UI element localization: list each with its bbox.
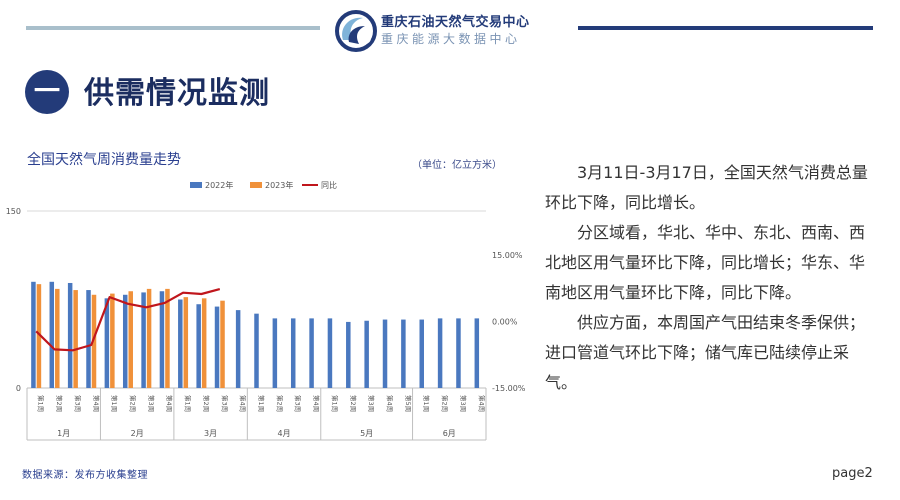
bar-2023 xyxy=(146,288,152,388)
bar-2022 xyxy=(159,291,165,388)
bar-2022 xyxy=(49,281,55,388)
yoy-line xyxy=(35,288,221,352)
bar-2022 xyxy=(86,290,91,388)
x-tick-label: 第2周 xyxy=(349,395,358,412)
analysis-text: 3月11日-3月17日，全国天然气消费总量环比下降，同比增长。 分区域看，华北、… xyxy=(545,158,873,398)
bar-2022 xyxy=(254,313,259,388)
analysis-paragraph-2: 分区域看，华北、华中、东北、西南、西北地区用气量环比下降，同比增长；华东、华南地… xyxy=(545,223,866,302)
y-tick-label: 150 xyxy=(6,207,21,216)
bar-2022 xyxy=(419,319,424,388)
x-tick-label: 第3周 xyxy=(367,395,376,412)
bar-2022 xyxy=(456,318,461,388)
bar-2023 xyxy=(220,300,225,388)
section-title: 供需情况监测 xyxy=(84,76,270,111)
x-tick-label: 第3周 xyxy=(147,395,156,412)
bar-2022 xyxy=(141,292,146,388)
month-label: 5月 xyxy=(360,429,373,438)
bar-2022 xyxy=(31,281,36,388)
bar-2022 xyxy=(104,298,110,388)
x-tick-label: 第3周 xyxy=(73,395,82,412)
legend-label-yoy: 同比 xyxy=(321,180,337,190)
x-tick-label: 第3周 xyxy=(459,395,468,412)
x-tick-label: 第4周 xyxy=(477,395,486,412)
analysis-paragraph-1: 3月11日-3月17日，全国天然气消费总量环比下降，同比增长。 xyxy=(545,163,868,212)
bar-2022 xyxy=(214,306,220,388)
x-tick-label: 第1周 xyxy=(330,395,339,412)
x-tick-label: 第1周 xyxy=(422,395,431,412)
page-number: page2 xyxy=(832,466,873,481)
x-tick-label: 第4周 xyxy=(239,395,248,412)
x-tick-label: 第3周 xyxy=(294,395,303,412)
x-tick-label: 第1周 xyxy=(110,395,119,412)
legend-label-2023: 2023年 xyxy=(265,180,293,190)
x-tick-label: 第2周 xyxy=(55,395,64,412)
x-tick-label: 第1周 xyxy=(37,395,46,412)
x-tick-label: 第5周 xyxy=(404,395,413,412)
x-tick-label: 第4周 xyxy=(386,395,395,412)
logo-name-secondary: 重庆能源大数据中心 xyxy=(381,32,521,46)
bar-2022 xyxy=(196,304,201,388)
x-tick-label: 第3周 xyxy=(220,395,229,412)
x-tick-label: 第2周 xyxy=(441,395,450,412)
bar-2022 xyxy=(346,321,351,388)
x-tick-label: 第2周 xyxy=(128,395,137,412)
header-divider-right xyxy=(578,26,873,30)
bar-2023 xyxy=(128,291,133,388)
bar-2023 xyxy=(201,298,207,388)
y2-tick-label: 15.00% xyxy=(492,251,523,260)
bar-2022 xyxy=(178,299,183,388)
month-label: 3月 xyxy=(204,429,217,438)
x-tick-label: 第1周 xyxy=(184,395,193,412)
bar-2022 xyxy=(67,282,73,388)
bar-2022 xyxy=(327,318,333,388)
bar-2023 xyxy=(165,288,170,388)
bar-2022 xyxy=(382,319,388,388)
legend-swatch-2022 xyxy=(190,182,202,188)
bar-2022 xyxy=(272,318,278,388)
x-tick-label: 第2周 xyxy=(275,395,284,412)
bar-2023 xyxy=(110,293,115,388)
section-number-badge: 一 xyxy=(25,70,69,114)
bar-2022 xyxy=(474,318,480,388)
x-tick-label: 第2周 xyxy=(202,395,211,412)
month-label: 2月 xyxy=(131,429,144,438)
x-tick-label: 第1周 xyxy=(257,395,266,412)
legend-swatch-2023 xyxy=(250,182,262,188)
month-label: 4月 xyxy=(277,429,290,438)
chart-unit: （单位：亿立方米） xyxy=(412,160,502,171)
header-divider-left xyxy=(26,26,320,30)
bar-2022 xyxy=(364,320,369,388)
bar-2022 xyxy=(290,318,296,388)
legend-label-2022: 2022年 xyxy=(205,180,233,190)
bar-2023 xyxy=(91,294,97,388)
bar-2022 xyxy=(235,310,241,388)
x-tick-label: 第4周 xyxy=(92,395,101,412)
data-source-note: 数据来源：发布方收集整理 xyxy=(22,470,148,481)
x-tick-label: 第4周 xyxy=(312,395,321,412)
bar-2023 xyxy=(36,284,42,388)
bar-2022 xyxy=(437,318,443,388)
bar-2023 xyxy=(73,290,78,388)
bar-2023 xyxy=(183,297,189,388)
analysis-paragraph-3: 供应方面，本周国产气田结束冬季保供；进口管道气环比下降；储气库已陆续停止采气。 xyxy=(545,313,866,392)
logo-name-primary: 重庆石油天然气交易中心 xyxy=(381,15,530,30)
month-label: 6月 xyxy=(443,429,456,438)
y-tick-label: 0 xyxy=(16,384,21,393)
month-label: 1月 xyxy=(57,429,70,438)
bar-2022 xyxy=(122,294,128,388)
x-tick-label: 第4周 xyxy=(165,395,174,412)
y2-tick-label: 0.00% xyxy=(492,318,518,327)
bar-2022 xyxy=(401,319,406,388)
chart-title: 全国天然气周消费量走势 xyxy=(27,152,181,168)
logo-icon xyxy=(335,10,377,52)
bar-2022 xyxy=(309,318,314,388)
bar-2023 xyxy=(55,288,60,388)
y2-tick-label: -15.00% xyxy=(492,384,526,393)
